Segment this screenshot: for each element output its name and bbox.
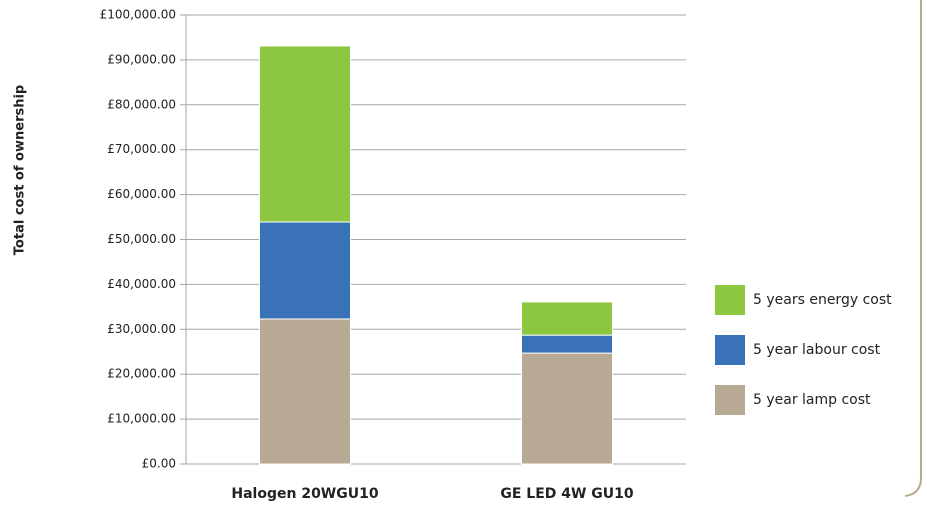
y-tick-label: £90,000.00: [107, 52, 176, 66]
y-axis-label: Total cost of ownership: [13, 85, 28, 255]
bar-segment: [259, 318, 351, 465]
legend-label: 5 year labour cost: [753, 342, 881, 358]
legend-swatch: [715, 285, 745, 315]
y-tick-label: £40,000.00: [107, 277, 176, 291]
bar-segment: [521, 301, 613, 336]
bar-segment: [521, 352, 613, 465]
legend-swatch: [715, 385, 745, 415]
legend-label: 5 years energy cost: [753, 292, 892, 308]
y-tick-label: £80,000.00: [107, 97, 176, 111]
y-tick-label: £60,000.00: [107, 187, 176, 201]
y-tick-label: £70,000.00: [107, 142, 176, 156]
y-tick-label: £20,000.00: [107, 367, 176, 381]
y-tick-label: £100,000.00: [100, 8, 176, 22]
x-tick-label: GE LED 4W GU10: [500, 486, 634, 502]
y-tick-label: £10,000.00: [107, 412, 176, 426]
x-tick-label: Halogen 20WGU10: [231, 486, 378, 502]
legend-label: 5 year lamp cost: [753, 392, 871, 408]
panel-border: [904, 0, 922, 497]
y-tick-label: £0.00: [142, 457, 176, 471]
bar-segment: [521, 334, 613, 354]
bar-segment: [259, 45, 351, 223]
y-tick-label: £30,000.00: [107, 322, 176, 336]
y-tick-label: £50,000.00: [107, 232, 176, 246]
legend-swatch: [715, 335, 745, 365]
bar-segment: [259, 221, 351, 320]
